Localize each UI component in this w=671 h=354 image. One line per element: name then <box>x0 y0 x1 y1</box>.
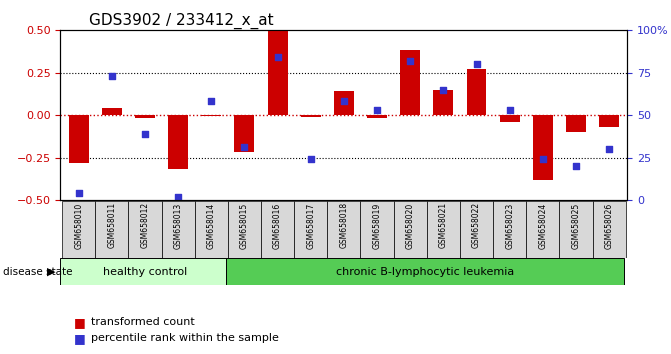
Point <box>505 107 515 113</box>
Text: healthy control: healthy control <box>103 267 187 277</box>
Point <box>372 107 382 113</box>
Point <box>272 55 283 60</box>
FancyBboxPatch shape <box>128 201 162 258</box>
Bar <box>168 115 188 170</box>
Text: GSM658024: GSM658024 <box>538 202 548 249</box>
Bar <box>367 115 387 118</box>
Point <box>140 131 150 137</box>
FancyBboxPatch shape <box>62 201 95 258</box>
Bar <box>533 115 553 179</box>
Bar <box>566 115 586 132</box>
Text: ▶: ▶ <box>46 267 55 277</box>
Point <box>438 87 449 92</box>
Text: GSM658014: GSM658014 <box>207 202 216 249</box>
FancyBboxPatch shape <box>162 201 195 258</box>
Text: percentile rank within the sample: percentile rank within the sample <box>91 333 278 343</box>
FancyBboxPatch shape <box>592 201 626 258</box>
Text: GSM658021: GSM658021 <box>439 202 448 249</box>
FancyBboxPatch shape <box>228 201 261 258</box>
Point <box>537 156 548 162</box>
Text: GSM658013: GSM658013 <box>174 202 183 249</box>
Bar <box>268 30 287 115</box>
FancyBboxPatch shape <box>560 201 592 258</box>
FancyBboxPatch shape <box>526 201 560 258</box>
FancyBboxPatch shape <box>360 201 394 258</box>
Bar <box>68 115 89 162</box>
Text: GSM658011: GSM658011 <box>107 202 116 249</box>
Point <box>471 61 482 67</box>
Point <box>172 194 183 199</box>
Bar <box>102 108 121 115</box>
Point <box>604 146 615 152</box>
FancyBboxPatch shape <box>226 258 624 285</box>
Text: GSM658026: GSM658026 <box>605 202 614 249</box>
Text: GSM658016: GSM658016 <box>273 202 282 249</box>
Point <box>73 190 84 196</box>
Point <box>206 99 217 104</box>
Bar <box>135 115 155 119</box>
Bar <box>234 115 254 153</box>
Point <box>405 58 415 63</box>
Text: GDS3902 / 233412_x_at: GDS3902 / 233412_x_at <box>89 12 273 29</box>
FancyBboxPatch shape <box>394 201 427 258</box>
Text: GSM658023: GSM658023 <box>505 202 514 249</box>
FancyBboxPatch shape <box>327 201 360 258</box>
Text: ■: ■ <box>74 332 86 344</box>
FancyBboxPatch shape <box>261 201 294 258</box>
Point <box>339 99 350 104</box>
Text: GSM658020: GSM658020 <box>406 202 415 249</box>
Point <box>107 73 117 79</box>
Point <box>570 163 581 169</box>
Bar <box>466 69 486 115</box>
Text: GSM658022: GSM658022 <box>472 202 481 249</box>
Point <box>305 156 316 162</box>
Bar <box>401 51 420 115</box>
Text: GSM658012: GSM658012 <box>140 202 150 249</box>
FancyBboxPatch shape <box>427 201 460 258</box>
Text: disease state: disease state <box>3 267 73 277</box>
Bar <box>301 115 321 117</box>
Text: transformed count: transformed count <box>91 317 195 327</box>
Text: GSM658010: GSM658010 <box>74 202 83 249</box>
Text: GSM658015: GSM658015 <box>240 202 249 249</box>
FancyBboxPatch shape <box>195 201 228 258</box>
Text: GSM658018: GSM658018 <box>340 202 348 249</box>
Text: GSM658017: GSM658017 <box>306 202 315 249</box>
FancyBboxPatch shape <box>460 201 493 258</box>
Bar <box>433 90 454 115</box>
Text: ■: ■ <box>74 316 86 329</box>
Bar <box>334 91 354 115</box>
Bar <box>599 115 619 127</box>
FancyBboxPatch shape <box>294 201 327 258</box>
FancyBboxPatch shape <box>493 201 526 258</box>
Text: chronic B-lymphocytic leukemia: chronic B-lymphocytic leukemia <box>336 267 514 277</box>
FancyBboxPatch shape <box>60 258 226 285</box>
Text: GSM658019: GSM658019 <box>372 202 382 249</box>
FancyBboxPatch shape <box>95 201 128 258</box>
Bar <box>201 115 221 116</box>
Bar <box>500 115 519 122</box>
Point <box>239 144 250 150</box>
Text: GSM658025: GSM658025 <box>572 202 580 249</box>
